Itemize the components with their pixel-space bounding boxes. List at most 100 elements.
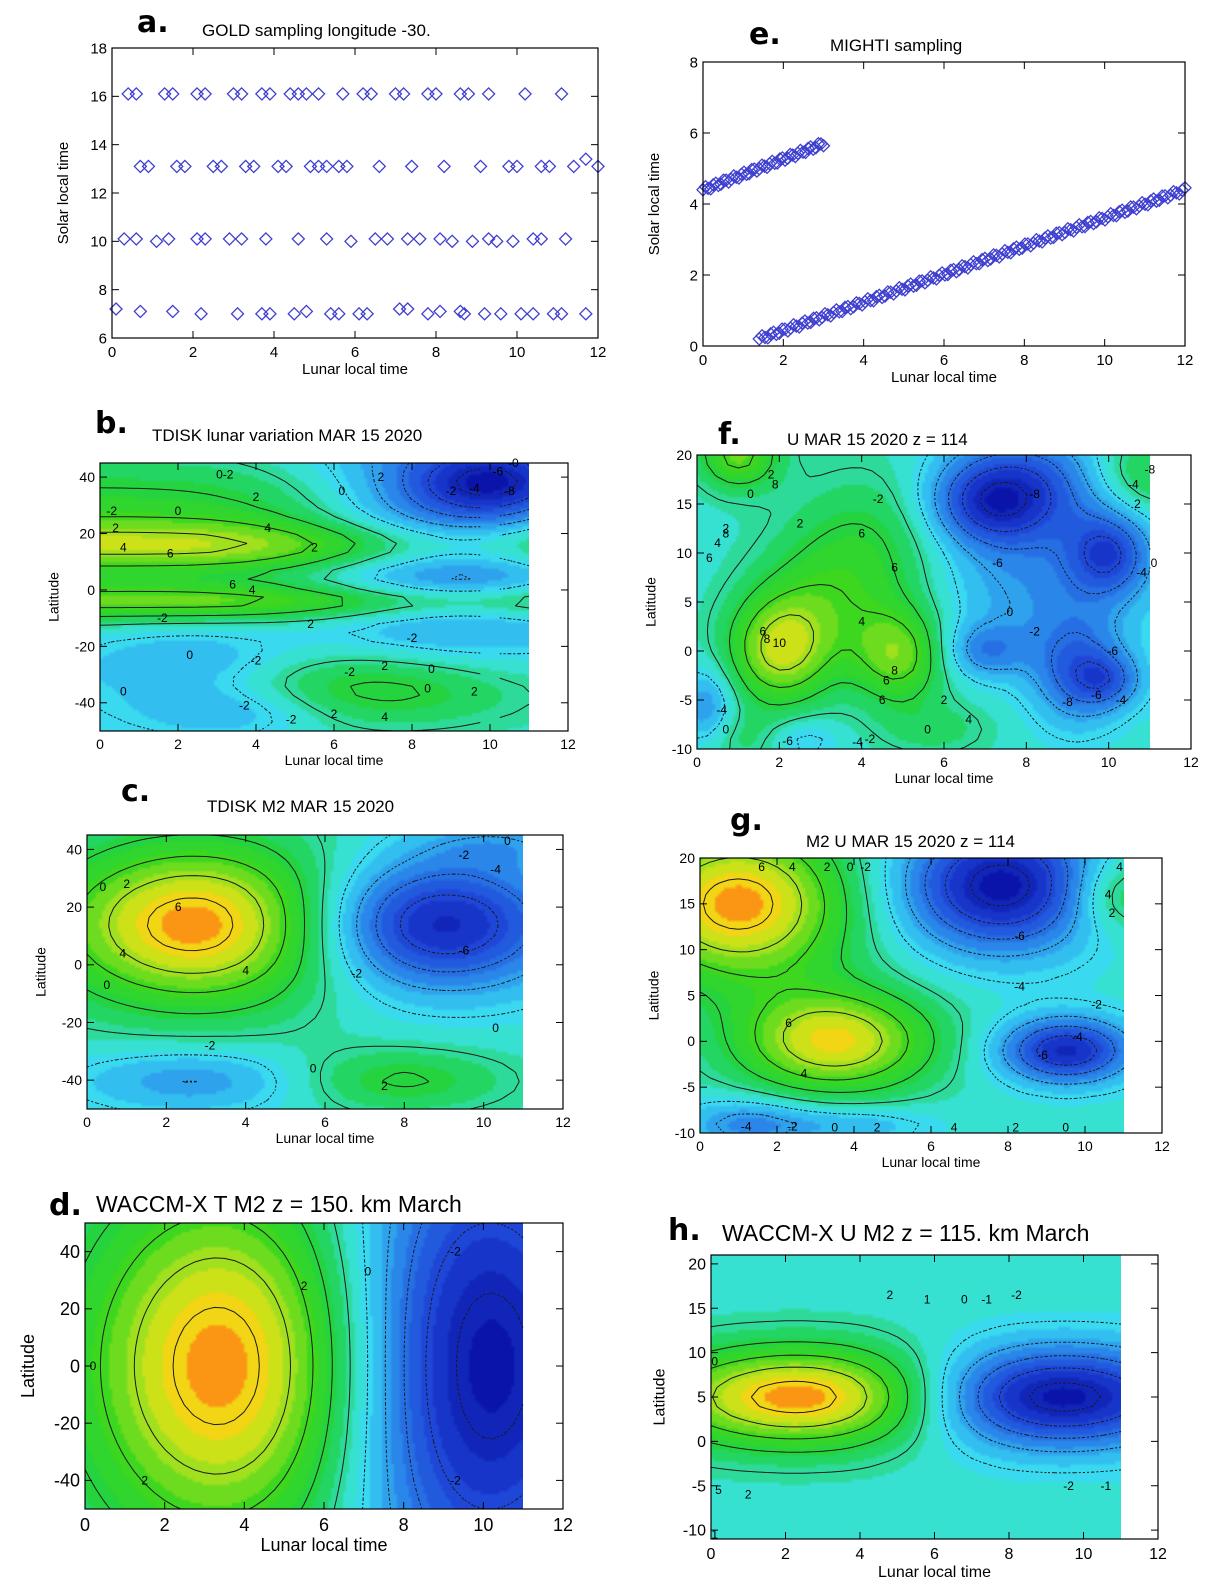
x-tick-label: 8 [400, 1114, 408, 1130]
ticks-e: 0 2 4 6 8 10 12 0 2 4 6 8 [690, 54, 1194, 369]
chart-title: U MAR 15 2020 z = 114 [787, 430, 968, 449]
data-point [263, 86, 277, 101]
y-axis-label: Latitude [18, 1334, 38, 1398]
data-point [958, 259, 972, 274]
contour-line [108, 875, 265, 974]
data-point [554, 306, 569, 321]
x-tick-label: 0 [96, 736, 104, 752]
y-tick-label: 14 [90, 137, 107, 154]
data-point [806, 142, 821, 157]
y-tick-label: -10 [683, 1523, 706, 1540]
data-point [198, 86, 213, 101]
panel-letter: e. [749, 17, 781, 52]
data-point [299, 86, 314, 101]
contour-line [699, 857, 909, 1081]
data-point [969, 256, 984, 271]
contour-label: 6 [175, 900, 182, 914]
x-tick-label: 6 [319, 1515, 329, 1535]
y-tick-label: 10 [688, 1345, 706, 1362]
y-tick-label: 0 [87, 582, 95, 598]
contour-label: 0 [338, 484, 345, 498]
panel-letter: f. [718, 417, 741, 452]
data-point [815, 310, 830, 325]
data-point [161, 231, 176, 246]
y-axis-label: Solar local time [646, 153, 663, 256]
contour-line [712, 1366, 868, 1428]
y-tick-label: 20 [79, 525, 95, 541]
data-point [258, 231, 273, 246]
data-point [762, 156, 777, 171]
data-point [319, 231, 334, 246]
data-point [360, 306, 375, 321]
contour-label: 4 [242, 964, 249, 978]
data-point [169, 159, 184, 174]
contour-line [86, 834, 430, 1088]
y-tick-label: 0 [697, 1434, 706, 1451]
x-tick-label: 2 [160, 1515, 170, 1535]
contour-label: -4 [716, 703, 727, 717]
x-tick-label: 4 [858, 754, 866, 770]
y-tick-label: 0 [690, 338, 698, 355]
contour-labels-g: 6 4 2 0 -2 -6 4 2 4 6 4 -4 -2 -4 -6 -4 -2 0 2 4 2 0 [741, 860, 1123, 1134]
panel-letter: h. [668, 1213, 701, 1248]
contour-label: -8 [1144, 463, 1155, 477]
contours-g [699, 857, 1125, 1134]
chart-title: M2 U MAR 15 2020 z = 114 [806, 832, 1015, 851]
contour-line [84, 1222, 333, 1510]
y-tick-label: 5 [687, 987, 695, 1003]
contour-label: 1 [711, 1528, 718, 1542]
contour-label: 2 [1012, 1121, 1019, 1135]
contour-label: 2 [941, 693, 948, 707]
contour-label: 2 [112, 521, 119, 535]
contour-label: 4 [119, 946, 126, 960]
x-tick-label: 8 [408, 736, 416, 752]
contour-label: -2 [344, 665, 355, 679]
contour-labels-c: 0 -2 -4 0 2 6 4 4 0 -2 -6 0 -2 0 2 [100, 834, 512, 1093]
contour-label: 6 [891, 561, 898, 575]
plot-frame [111, 47, 599, 339]
data-point [453, 86, 468, 101]
chart-title: TDISK lunar variation MAR 15 2020 [152, 426, 423, 445]
data-point [878, 289, 892, 303]
data-point [177, 159, 192, 174]
contour-label: -1 [1101, 1479, 1112, 1493]
contour-label: -2 [450, 1473, 461, 1487]
contour-line [146, 897, 234, 952]
contour-label: 2 [381, 659, 388, 673]
contour-label: 2 [745, 1488, 752, 1502]
contour-line [182, 836, 524, 1083]
chart-title: TDISK M2 MAR 15 2020 [207, 797, 395, 816]
x-tick-label: 4 [239, 1515, 249, 1535]
contour-label: 5 [715, 1483, 722, 1497]
data-point [420, 86, 435, 101]
contour-label: 4 [714, 536, 721, 550]
data-point [339, 159, 354, 174]
y-tick-label: 20 [688, 1256, 706, 1273]
contour-line [399, 894, 499, 955]
contour-label: 8 [891, 664, 898, 678]
data-point [129, 86, 144, 101]
x-tick-label: 2 [773, 1138, 781, 1154]
data-point [542, 159, 557, 174]
data-point [121, 86, 136, 101]
y-tick-label: 20 [676, 447, 692, 463]
data-point [883, 285, 898, 300]
chart-title: WACCM-X U M2 z = 115. km March [722, 1220, 1090, 1246]
contour-line [962, 466, 1122, 689]
x-tick-label: 4 [859, 352, 867, 369]
data-point [254, 86, 269, 101]
x-tick-label: 10 [1075, 1546, 1093, 1563]
contour-line [455, 1292, 524, 1440]
contour-label: -2 [1029, 624, 1040, 638]
data-point [190, 86, 204, 101]
data-point [198, 231, 213, 246]
contour-label: -4 [741, 1120, 752, 1134]
data-point [254, 306, 269, 321]
contour-label: 2 [331, 707, 338, 721]
data-point [752, 161, 767, 176]
x-tick-label: 12 [560, 736, 576, 752]
contour-line [977, 1355, 1122, 1439]
